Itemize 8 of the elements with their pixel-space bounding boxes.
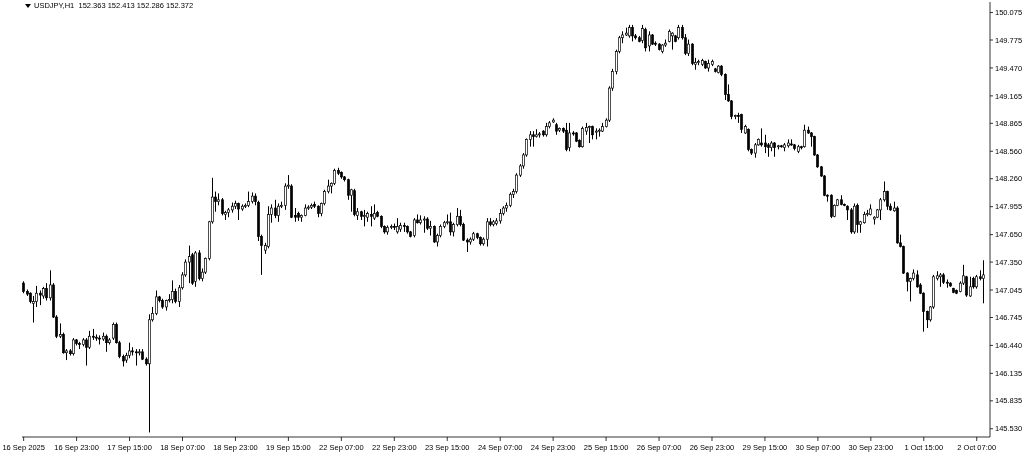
candlestick [764,134,767,154]
candlestick [568,122,571,152]
candlestick [274,199,277,219]
candlestick [644,27,647,52]
candlestick [413,217,416,238]
candlestick [850,207,853,235]
candlestick [747,127,750,152]
candlestick [691,42,694,66]
